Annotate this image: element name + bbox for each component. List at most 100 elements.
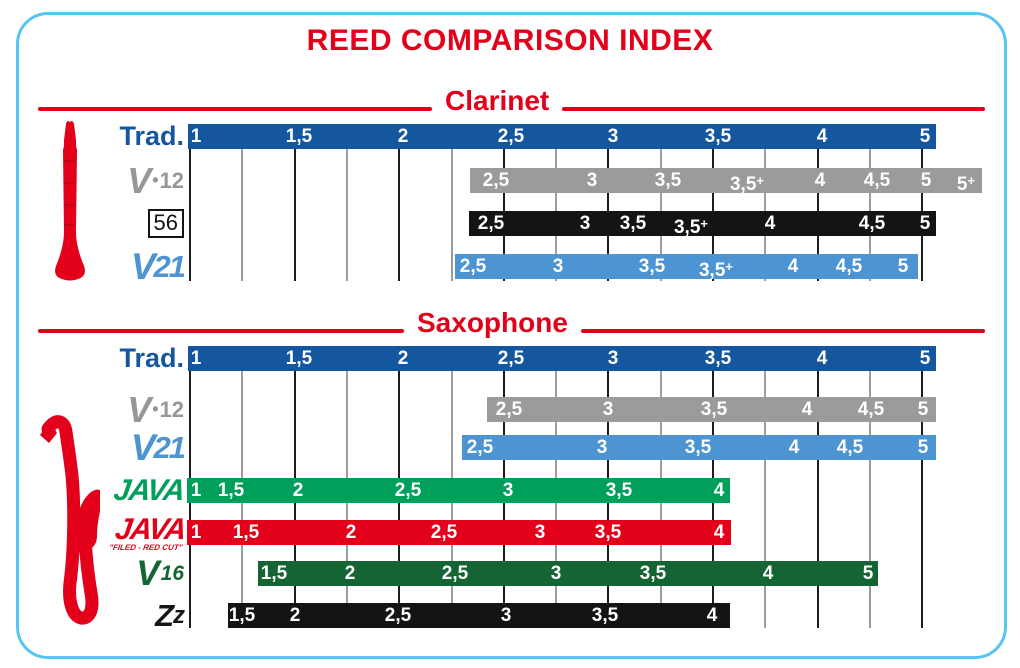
strength-value: 3,5 xyxy=(684,437,712,458)
strength-value: 1,5 xyxy=(228,605,256,626)
divider-line xyxy=(38,107,432,111)
strength-value: 1 xyxy=(190,480,202,501)
clarinet-icon xyxy=(55,120,85,281)
strength-bar-clarinet-trad: 1 1,5 2 2,5 3 3,5 4 5 xyxy=(188,124,936,149)
gridline xyxy=(921,371,924,628)
brand-logo-text: V xyxy=(130,426,156,468)
strength-value: 2,5 xyxy=(497,126,525,147)
strength-value: 1 xyxy=(190,126,202,147)
strength-value: 4 xyxy=(713,480,725,501)
strength-value: 3,5 xyxy=(594,522,622,543)
strength-value: 3 xyxy=(586,170,598,191)
divider-line xyxy=(580,329,985,333)
gridline xyxy=(241,149,244,281)
strength-bar-saxophone-v12: 2,5 3 3,5 4 4,5 5 xyxy=(487,397,936,422)
strength-bar-saxophone-trad: 1 1,5 2 2,5 3 3,5 4 5 xyxy=(188,346,936,371)
brand-logo-text: JAVA xyxy=(112,513,187,546)
row-label-clarinet-v12: V • 12 xyxy=(127,160,184,201)
strength-value: 3 xyxy=(552,256,564,277)
row-label-saxophone-v16: V 16 xyxy=(136,554,184,593)
strength-bar-saxophone-javared: 1 1,5 2 2,5 3 3,5 4 xyxy=(187,520,731,545)
section-header-saxophone: Saxophone xyxy=(38,306,985,340)
strength-bar-clarinet-v21: 2,5 3 3,5 3,5+ 4 4,5 5 xyxy=(455,254,918,281)
strength-value: 2,5 xyxy=(466,437,494,458)
strength-value: 4 xyxy=(814,170,826,191)
strength-bar-saxophone-zz: 1,5 2 2,5 3 3,5 4 xyxy=(228,603,730,628)
strength-value: 3,5 xyxy=(704,348,732,369)
strength-value: 3,5 xyxy=(700,399,728,420)
strength-value: 3,5 xyxy=(591,605,619,626)
strength-value: 2,5 xyxy=(497,348,525,369)
divider-line xyxy=(38,329,404,333)
strength-value: 2,5 xyxy=(495,399,523,420)
brand-logo-text: 56 xyxy=(147,208,184,239)
brand-logo-text: "FILED - RED CUT" xyxy=(108,542,183,552)
brand-logo-text: V xyxy=(127,388,152,430)
row-label-clarinet-r56: 56 xyxy=(147,208,184,239)
strength-value: 5+ xyxy=(956,173,976,195)
strength-value: 4,5 xyxy=(863,170,891,191)
strength-value: 4,5 xyxy=(836,437,864,458)
strength-value: 2,5 xyxy=(394,480,422,501)
strength-value: 4,5 xyxy=(858,213,886,234)
brand-logo-text: 12 xyxy=(159,396,184,422)
strength-value: 3 xyxy=(579,213,591,234)
strength-value: 3 xyxy=(607,126,619,147)
brand-logo-text: 21 xyxy=(153,248,187,284)
strength-value: 1,5 xyxy=(217,480,245,501)
gridline xyxy=(345,149,348,281)
strength-value: 5 xyxy=(919,213,931,234)
row-label-saxophone-trad: Trad. xyxy=(119,343,184,373)
strength-value: 3 xyxy=(602,399,614,420)
brand-logo-text: V xyxy=(130,245,156,287)
strength-value: 4 xyxy=(816,126,828,147)
strength-value: 2 xyxy=(397,126,409,147)
strength-value: 3 xyxy=(534,522,546,543)
gridline xyxy=(816,371,819,628)
gridline xyxy=(764,371,767,628)
strength-value: 5 xyxy=(917,437,929,458)
strength-value: 2 xyxy=(292,480,304,501)
strength-value: 3,5 xyxy=(638,256,666,277)
strength-value: 3 xyxy=(607,348,619,369)
strength-value: 4 xyxy=(816,348,828,369)
gridline xyxy=(450,149,453,281)
strength-value: 2,5 xyxy=(430,522,458,543)
row-label-saxophone-javared: JAVA "FILED - RED CUT" xyxy=(108,513,187,552)
strength-value: 5 xyxy=(919,126,931,147)
strength-value: 3 xyxy=(500,605,512,626)
brand-logo-text: • xyxy=(152,399,159,419)
strength-value: 3,5 xyxy=(605,480,633,501)
strength-value: 5 xyxy=(919,348,931,369)
strength-bar-clarinet-r56: 2,5 3 3,5 3,5+ 4 4,5 5 xyxy=(469,211,936,238)
strength-value: 3 xyxy=(550,563,562,584)
brand-logo-text: V xyxy=(136,553,160,593)
brand-logo-text: 16 xyxy=(160,561,184,585)
strength-value: 3,5 xyxy=(654,170,682,191)
strength-value: 3,5+ xyxy=(729,173,765,195)
strength-value: 4 xyxy=(706,605,718,626)
gridline xyxy=(189,149,191,281)
brand-logo-text: 12 xyxy=(159,167,184,193)
strength-value: 5 xyxy=(897,256,909,277)
strength-value: 2,5 xyxy=(459,256,487,277)
strength-bar-saxophone-v21: 2,5 3 3,5 4 4,5 5 xyxy=(462,435,936,460)
section-title-saxophone: Saxophone xyxy=(417,307,568,338)
strength-value: 2 xyxy=(397,348,409,369)
strength-bar-saxophone-v16: 1,5 2 2,5 3 3,5 4 5 xyxy=(258,561,878,586)
strength-value: 3,5 xyxy=(619,213,647,234)
strength-value: 2 xyxy=(289,605,301,626)
brand-logo-text: Trad. xyxy=(119,121,184,151)
strength-value: 1,5 xyxy=(285,348,313,369)
strength-value: 4 xyxy=(713,522,725,543)
strength-value: 2,5 xyxy=(441,563,469,584)
strength-value: 4,5 xyxy=(857,399,885,420)
strength-value: 1 xyxy=(190,348,202,369)
brand-logo-text: z xyxy=(173,601,185,629)
divider-line xyxy=(562,107,985,111)
strength-value: 3,5 xyxy=(704,126,732,147)
strength-value: 1,5 xyxy=(232,522,260,543)
strength-value: 3 xyxy=(596,437,608,458)
strength-value: 2,5 xyxy=(384,605,412,626)
